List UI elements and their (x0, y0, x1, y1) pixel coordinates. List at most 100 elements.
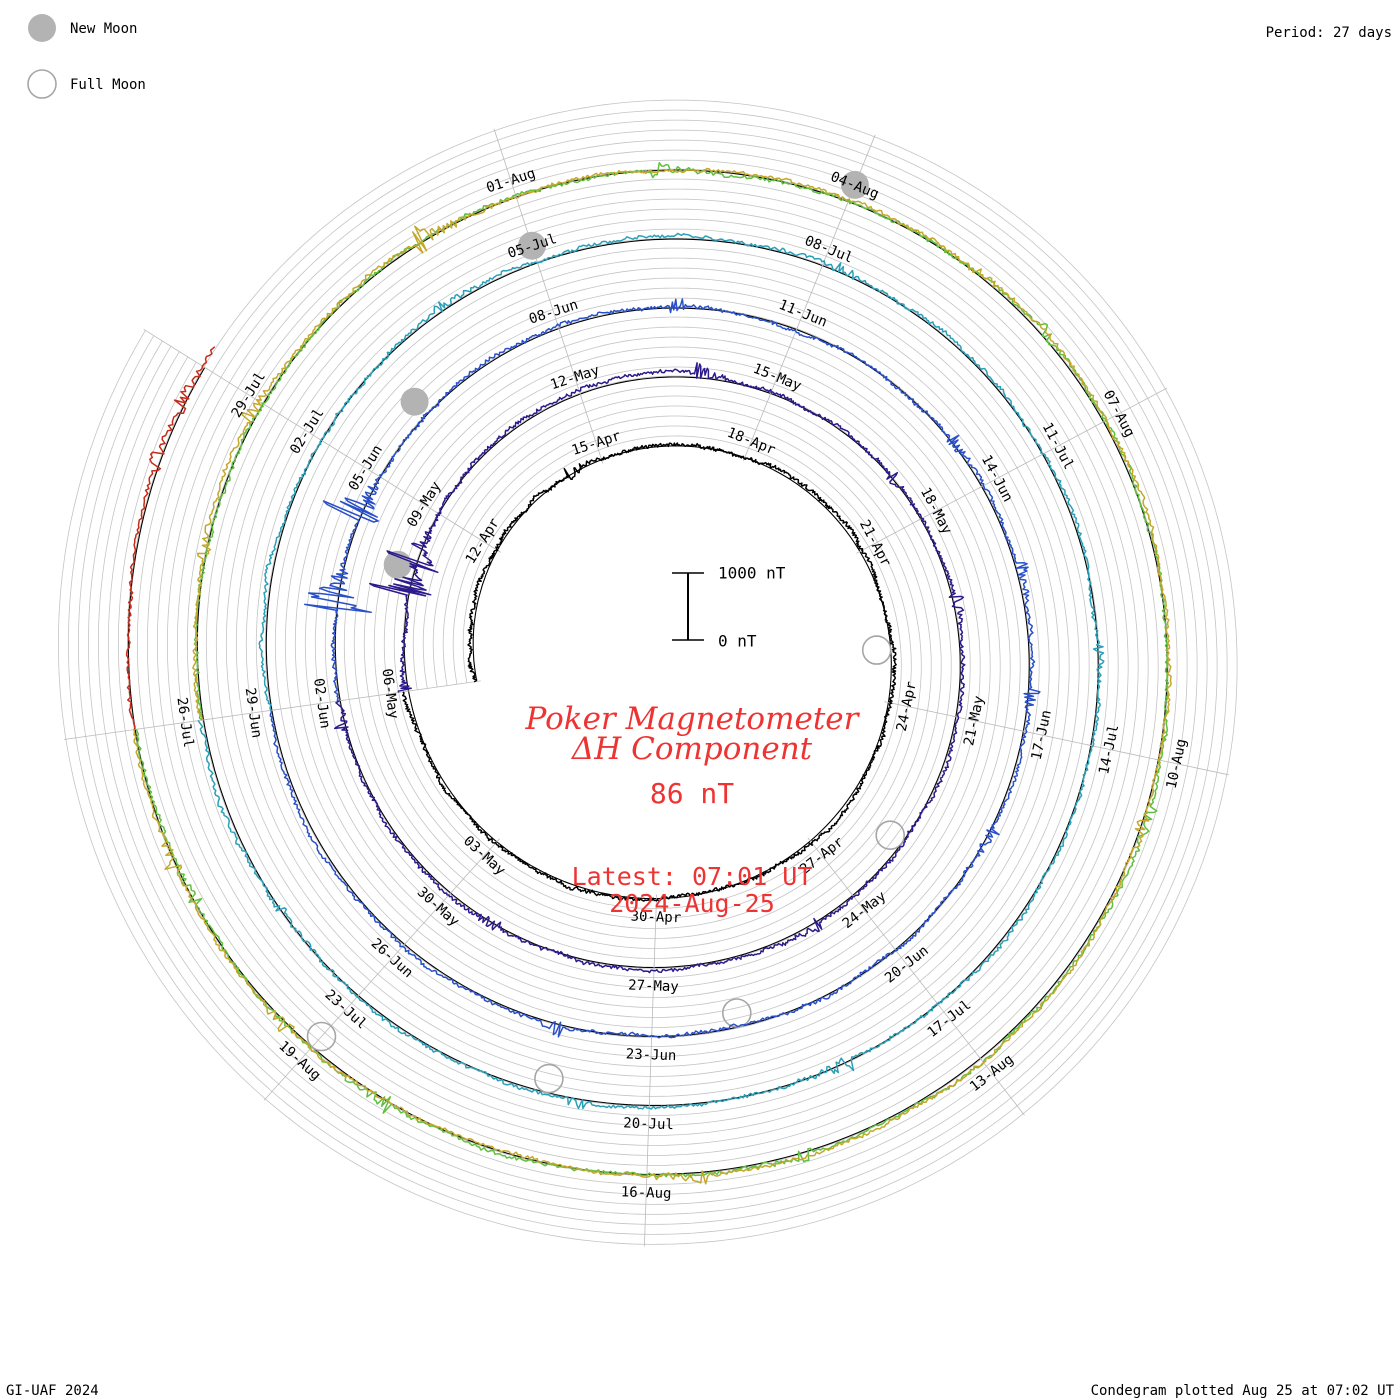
series-line-1 (401, 442, 897, 902)
date-label: 21-May (961, 694, 987, 747)
full-moon-marker (861, 635, 892, 665)
grid-spoke (201, 365, 267, 407)
data-series (125, 161, 1172, 1185)
grid-spoke (493, 128, 518, 202)
grid-spoke (143, 328, 209, 370)
series-line-7 (125, 346, 216, 730)
date-label: 06-May (378, 668, 401, 720)
center-title-block: Poker Magnetometer ΔH Component 86 nT La… (525, 701, 861, 918)
grid-spoke (132, 718, 208, 731)
grid-spoke (557, 325, 582, 399)
grid-spoke (1099, 387, 1168, 425)
date-label: 26-Jul (173, 696, 196, 748)
date-label: 27-May (628, 978, 679, 996)
grid-spoke (648, 1032, 653, 1109)
latest-date: 2024-Aug-25 (609, 889, 775, 918)
grid-spoke (646, 1101, 650, 1178)
full-moon-marker (875, 820, 906, 851)
new-moon-icon (28, 14, 56, 42)
current-value: 86 nT (650, 777, 734, 810)
grid-spoke (768, 326, 798, 398)
grid-spoke (651, 963, 655, 1040)
date-label: 09-May (404, 479, 444, 530)
grid-spoke (63, 728, 140, 740)
period-label: Period: 27 days (1266, 25, 1392, 41)
date-label: 07-Aug (1100, 388, 1138, 440)
grid-spoke (807, 837, 855, 898)
grid-spoke (536, 259, 561, 333)
grid-spoke (653, 894, 657, 971)
grid-spoke (856, 517, 924, 554)
scale-low-label: 0 nT (718, 632, 757, 651)
chart-subtitle: ΔH Component (571, 731, 813, 767)
date-label: 14-Jun (978, 453, 1016, 505)
legend: New Moon Full Moon (27, 14, 146, 99)
date-label: 29-Jun (242, 687, 265, 739)
date-label: 14-Jul (1096, 723, 1122, 776)
date-label: 29-Jul (229, 369, 269, 420)
grid-spoke (1086, 744, 1162, 761)
chart-title: Poker Magnetometer (525, 701, 861, 737)
scale-high-label: 1000 nT (718, 564, 786, 583)
grid-spoke (742, 390, 773, 462)
grid-spoke (917, 484, 985, 522)
date-label: 20-Jul (623, 1115, 674, 1133)
date-label: 17-Jun (1029, 709, 1055, 762)
full-moon-icon (27, 69, 57, 99)
footer-credit: GI-UAF 2024 (6, 1383, 99, 1399)
date-label: 23-Jun (626, 1046, 677, 1064)
grid-spoke (268, 699, 345, 712)
grid-spoke (1154, 758, 1229, 776)
grid-spoke (260, 402, 326, 444)
date-label: 02-Jun (310, 677, 333, 729)
grid-spoke (934, 1000, 983, 1062)
grid-spoke (309, 992, 362, 1050)
new-moon-marker (400, 387, 429, 416)
grid-spoke (200, 709, 276, 721)
footer-plotted: Condegram plotted Aug 25 at 07:02 UT (1091, 1383, 1395, 1399)
series-line-6 (133, 167, 1172, 1185)
latest-time: Latest: 07:01 UT (572, 862, 813, 891)
grid-spoke (884, 701, 959, 718)
grid-spoke (849, 891, 898, 953)
grid-spoke (951, 715, 1027, 733)
new-moon-marker (518, 231, 546, 260)
series-line-4 (197, 232, 1105, 1110)
grid-spoke (794, 262, 824, 334)
series-line-2 (333, 362, 966, 974)
date-label: 05-Jun (346, 442, 386, 493)
date-label: 30-Apr (630, 909, 681, 927)
grid-spoke (402, 889, 454, 947)
date-label: 10-Aug (1164, 737, 1190, 790)
grid-spoke (319, 438, 384, 480)
grid-spoke (1038, 420, 1107, 457)
grid-spoke (263, 1043, 316, 1101)
grid-spoke (1019, 729, 1094, 747)
date-label: 02-Jul (287, 406, 327, 457)
series-line-3 (269, 298, 1041, 1039)
series-line-5 (135, 161, 1170, 1178)
full-moon-marker (306, 1021, 337, 1052)
grid-spoke (448, 838, 500, 896)
full-moon-marker (721, 998, 752, 1028)
grid-spoke (978, 452, 1046, 489)
full-moon-marker (534, 1063, 564, 1094)
grid-spoke (892, 946, 940, 1007)
grid-spoke (337, 690, 413, 702)
date-label: 16-Aug (621, 1184, 672, 1202)
grid-spoke (436, 511, 502, 553)
condegram-grid (57, 99, 1238, 1247)
grid-spoke (820, 198, 850, 270)
date-label: 11-Jul (1039, 420, 1077, 472)
grid-spoke (578, 391, 604, 464)
grid-spoke (644, 1170, 648, 1247)
new-moon-marker (840, 170, 869, 199)
new-moon-label: New Moon (70, 21, 137, 37)
grid-spiral (57, 99, 1238, 1245)
date-label: 18-May (917, 485, 955, 537)
date-label: 24-Apr (894, 680, 920, 733)
grid-spiral (118, 159, 1178, 1185)
grid-spoke (356, 941, 408, 999)
date-label: 21-Apr (856, 517, 894, 569)
